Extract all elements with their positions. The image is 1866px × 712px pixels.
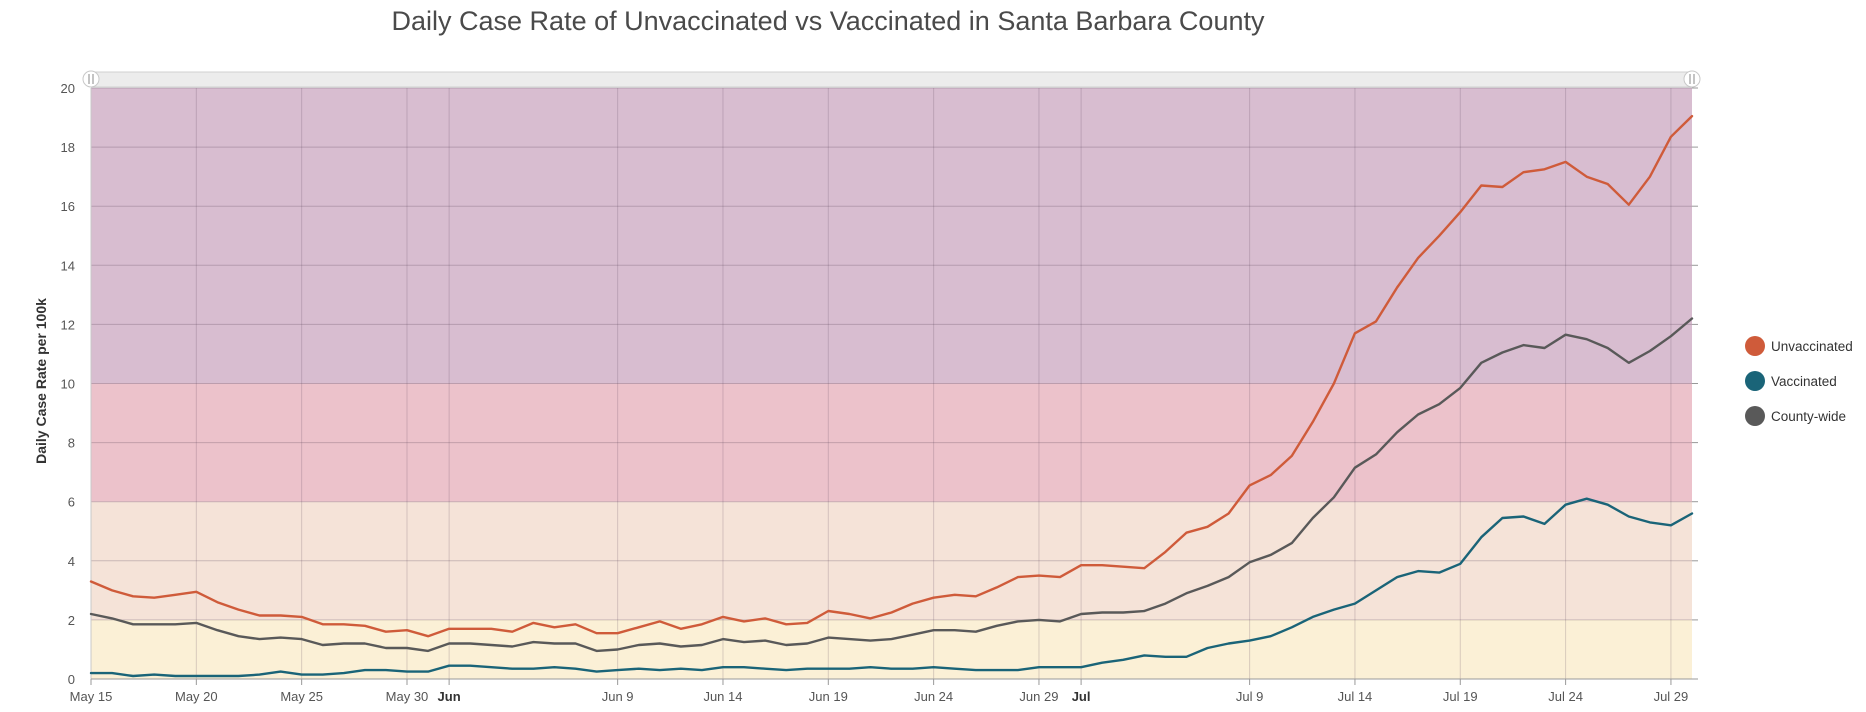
y-tick-label: 16	[61, 199, 75, 214]
range-handle-right[interactable]	[1683, 70, 1701, 88]
y-tick-label: 10	[61, 377, 75, 392]
series-line-vaccinated[interactable]	[89, 497, 1694, 678]
x-tick-label: May 25	[280, 689, 323, 704]
legend-label-unvaccinated[interactable]: Unvaccinated	[1771, 339, 1853, 354]
chart-title: Daily Case Rate of Unvaccinated vs Vacci…	[392, 6, 1265, 36]
x-tick-label: Jun 29	[1019, 689, 1058, 704]
threshold-bands	[91, 88, 1692, 679]
y-tick-label: 14	[61, 258, 75, 273]
x-tick-label: Jul 19	[1443, 689, 1478, 704]
x-tick-label: Jul	[1072, 689, 1091, 704]
axes: May 15 May 20 May 25 May 30 Jun Jun 9 Jun 14 Ju…	[61, 81, 1698, 704]
y-tick-label: 20	[61, 81, 75, 96]
range-navigator-track[interactable]	[90, 71, 1693, 88]
y-axis-label: Daily Case Rate per 100k	[33, 298, 49, 464]
x-tick-label: Jun 14	[703, 689, 742, 704]
x-tick-label: Jul 24	[1548, 689, 1583, 704]
legend-label-county-wide[interactable]: County-wide	[1771, 409, 1846, 424]
band-2	[91, 383, 1692, 502]
band-3	[91, 88, 1692, 384]
legend: Unvaccinated Vaccinated County-wide	[1745, 336, 1853, 426]
x-tick-label: May 15	[70, 689, 113, 704]
x-tick-label: Jul 9	[1236, 689, 1263, 704]
legend-swatch-vaccinated[interactable]	[1745, 371, 1765, 391]
y-tick-label: 6	[68, 495, 75, 510]
y-tick-label: 4	[68, 554, 75, 569]
legend-swatch-unvaccinated[interactable]	[1745, 336, 1765, 356]
x-tick-label: Jun 9	[602, 689, 634, 704]
series-lines	[89, 114, 1694, 678]
x-tick-label: Jun 24	[914, 689, 953, 704]
legend-swatch-county-wide[interactable]	[1745, 406, 1765, 426]
x-tick-label: Jun	[438, 689, 461, 704]
y-tick-label: 2	[68, 613, 75, 628]
x-tick-label: Jul 14	[1338, 689, 1373, 704]
band-1	[91, 501, 1692, 620]
series-line-county-wide[interactable]	[89, 317, 1694, 653]
series-line-unvaccinated[interactable]	[89, 114, 1694, 638]
range-handle-left[interactable]	[82, 70, 100, 88]
legend-label-vaccinated[interactable]: Vaccinated	[1771, 374, 1837, 389]
band-0	[91, 619, 1692, 679]
x-tick-label: May 30	[386, 689, 429, 704]
x-tick-label: May 20	[175, 689, 218, 704]
range-navigator[interactable]	[82, 70, 1701, 88]
y-tick-label: 12	[61, 317, 75, 332]
x-tick-label: Jun 19	[809, 689, 848, 704]
y-tick-label: 8	[68, 436, 75, 451]
y-tick-label: 18	[61, 140, 75, 155]
y-tick-label: 0	[68, 672, 75, 687]
x-tick-label: Jul 29	[1654, 689, 1689, 704]
